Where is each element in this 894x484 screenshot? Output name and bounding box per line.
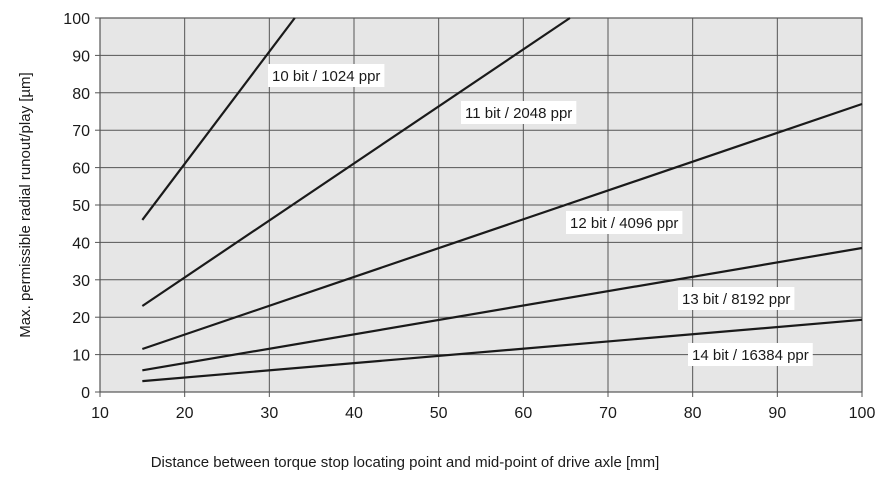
series-label-box [688,343,813,366]
x-axis-ticks: 10 20 30 40 50 60 70 80 90 100 [91,392,875,422]
y-tick-label: 30 [72,273,90,290]
series-label-4: 13 bit / 8192 ppr [678,287,795,310]
y-tick-label: 10 [72,348,90,365]
x-tick-label: 40 [345,405,363,422]
x-tick-label: 90 [768,405,786,422]
y-tick-label: 20 [72,310,90,327]
series-line-5 [142,318,863,383]
series-label-text: 14 bit / 16384 ppr [692,347,809,364]
y-tick-label: 80 [72,86,90,103]
series-label-box [566,211,683,234]
series-labels: 10 bit / 1024 ppr 11 bit / 2048 ppr 12 bit… [268,64,813,366]
y-tick-label: 70 [72,123,90,140]
series-lines [141,17,863,383]
x-axis-label: Distance between torque stop locating po… [151,454,660,471]
series-label-box [678,287,795,310]
x-tick-label: 60 [514,405,532,422]
x-tick-label: 70 [599,405,617,422]
y-tick-label: 90 [72,48,90,65]
series-label-1: 10 bit / 1024 ppr [268,64,385,87]
y-tick-label: 100 [63,11,90,28]
x-tick-label: 10 [91,405,109,422]
y-axis-ticks: 0 10 20 30 40 50 60 70 80 90 100 [63,11,100,402]
series-label-text: 10 bit / 1024 ppr [272,68,380,85]
y-tick-label: 50 [72,198,90,215]
series-label-text: 11 bit / 2048 ppr [465,105,572,122]
series-label-3: 12 bit / 4096 ppr [566,211,683,234]
series-label-5: 14 bit / 16384 ppr [688,343,813,366]
y-axis-label: Max. permissible radial runout/play [µm] [17,72,34,337]
series-line-3 [141,102,863,351]
x-tick-label: 20 [176,405,194,422]
y-tick-label: 60 [72,161,90,178]
series-line-4 [142,246,863,372]
series-label-2: 11 bit / 2048 ppr [461,101,577,124]
series-line-2 [141,17,571,307]
x-tick-label: 50 [430,405,448,422]
series-line-1 [141,17,296,221]
series-label-text: 13 bit / 8192 ppr [682,291,790,308]
series-label-box [268,64,385,87]
y-tick-label: 0 [81,385,90,402]
x-tick-label: 30 [260,405,278,422]
grid-lines [99,17,863,393]
x-tick-label: 100 [849,405,876,422]
x-tick-label: 80 [684,405,702,422]
series-label-box [461,101,577,124]
y-tick-label: 40 [72,235,90,252]
series-label-text: 12 bit / 4096 ppr [570,215,678,232]
